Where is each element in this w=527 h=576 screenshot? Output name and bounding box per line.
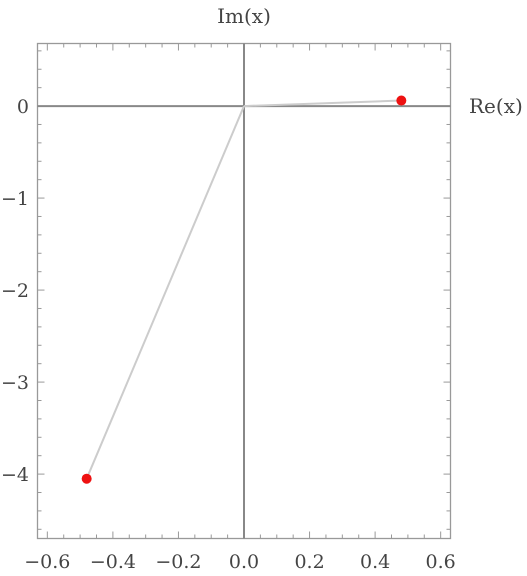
connector-line bbox=[243, 99, 402, 108]
y-tick-label: −3 bbox=[1, 372, 29, 394]
zero-axes bbox=[37, 43, 451, 539]
frame-ticks bbox=[37, 43, 451, 539]
y-tick-label: −2 bbox=[1, 280, 29, 302]
data-point bbox=[396, 95, 407, 106]
x-tick-label: 0.6 bbox=[426, 551, 456, 573]
connector-line bbox=[85, 105, 245, 480]
x-tick-label: −0.4 bbox=[90, 551, 136, 573]
connector-lines bbox=[85, 99, 402, 480]
y-tick-labels: 0 −1 −2 −3 −4 bbox=[1, 96, 29, 486]
y-tick-label: −1 bbox=[1, 188, 29, 210]
x-tick-label: −0.2 bbox=[155, 551, 201, 573]
data-point bbox=[81, 473, 92, 484]
x-tick-label: −0.6 bbox=[24, 551, 70, 573]
x-axis-label: Re(x) bbox=[469, 94, 523, 118]
y-tick-label: 0 bbox=[17, 96, 29, 118]
x-tick-label: 0.2 bbox=[294, 551, 324, 573]
x-tick-label: 0.4 bbox=[360, 551, 390, 573]
y-axis-label: Im(x) bbox=[217, 4, 271, 28]
y-tick-label: −4 bbox=[1, 464, 29, 486]
x-tick-labels: −0.6 −0.4 −0.2 0.0 0.2 0.4 0.6 bbox=[24, 551, 456, 573]
data-points bbox=[81, 95, 407, 484]
x-tick-label: 0.0 bbox=[229, 551, 259, 573]
